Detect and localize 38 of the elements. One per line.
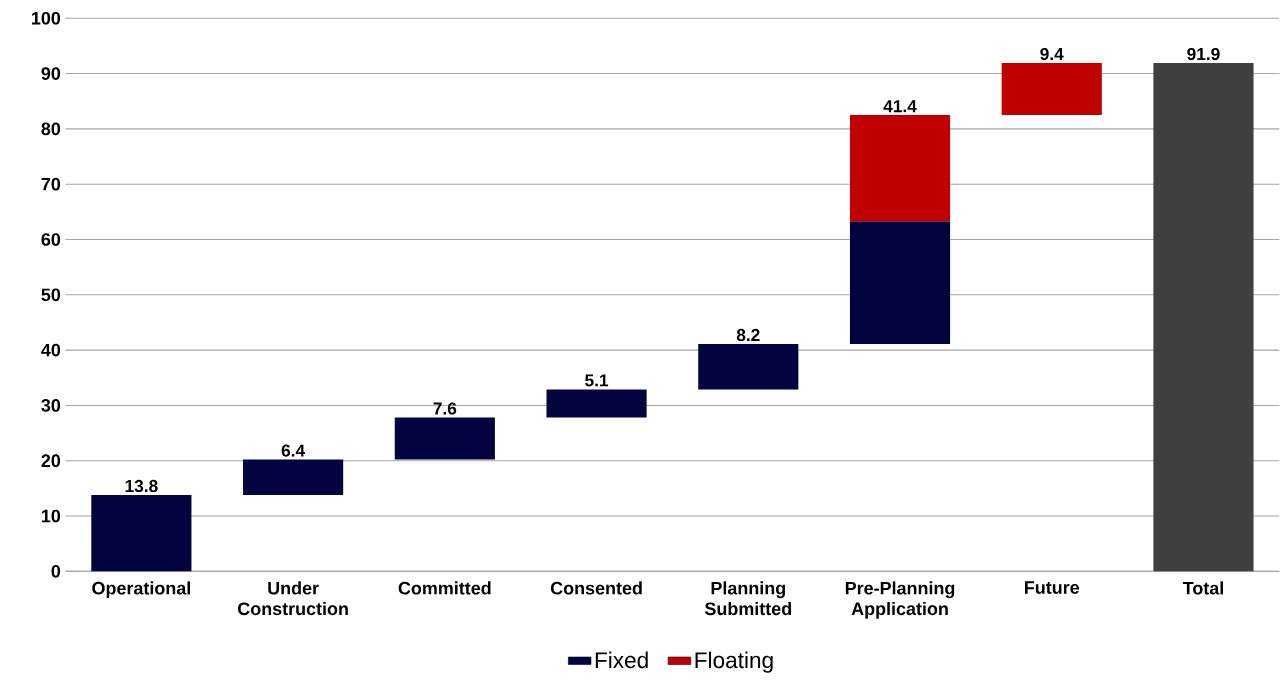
y-tick-label: 90 (41, 67, 61, 80)
y-tick-label: 50 (41, 288, 61, 302)
y-tick-label: 60 (41, 233, 61, 246)
x-tick-label: Planning Submitted (704, 581, 791, 616)
x-tick-label: Future (1025, 581, 1080, 594)
x-tick-label: Total (1182, 581, 1223, 595)
y-tick-label: 0 (51, 564, 61, 578)
total-label: 91.9 (1187, 47, 1220, 61)
x-tick-label: Committed (398, 581, 491, 595)
y-tick-label: 80 (41, 122, 61, 136)
total-label: 13.8 (125, 479, 158, 493)
bar (394, 417, 495, 460)
y-tick-label: 10 (41, 509, 61, 523)
bar (698, 344, 799, 390)
x-tick-label: Under Construction (238, 581, 348, 616)
x-tick-label: Consented (550, 581, 642, 595)
bar (546, 389, 647, 418)
total-label: 5.1 (585, 374, 609, 387)
total-label: 41.4 (883, 100, 917, 113)
total-label: 7.6 (433, 402, 457, 415)
y-tick-label: 100 (32, 11, 61, 25)
y-tick-label: 40 (41, 343, 61, 357)
total-label: 6.4 (281, 444, 306, 457)
x-tick-label: Pre-Planning Application (845, 581, 955, 619)
x-tick-label: Operational (92, 581, 190, 599)
legend-label: Fixed (595, 651, 648, 669)
bar (1001, 63, 1102, 116)
bar (91, 495, 192, 572)
y-tick-label: 70 (41, 177, 61, 191)
bar (1153, 63, 1254, 572)
y-tick-label: 20 (41, 454, 61, 468)
bar (243, 459, 344, 496)
total-label: 8.2 (736, 328, 760, 342)
legend-label: Floating (695, 651, 773, 673)
bar (849, 115, 951, 222)
y-tick-label: 30 (41, 399, 61, 412)
bar (849, 221, 951, 345)
total-label: 9.4 (1040, 47, 1064, 61)
